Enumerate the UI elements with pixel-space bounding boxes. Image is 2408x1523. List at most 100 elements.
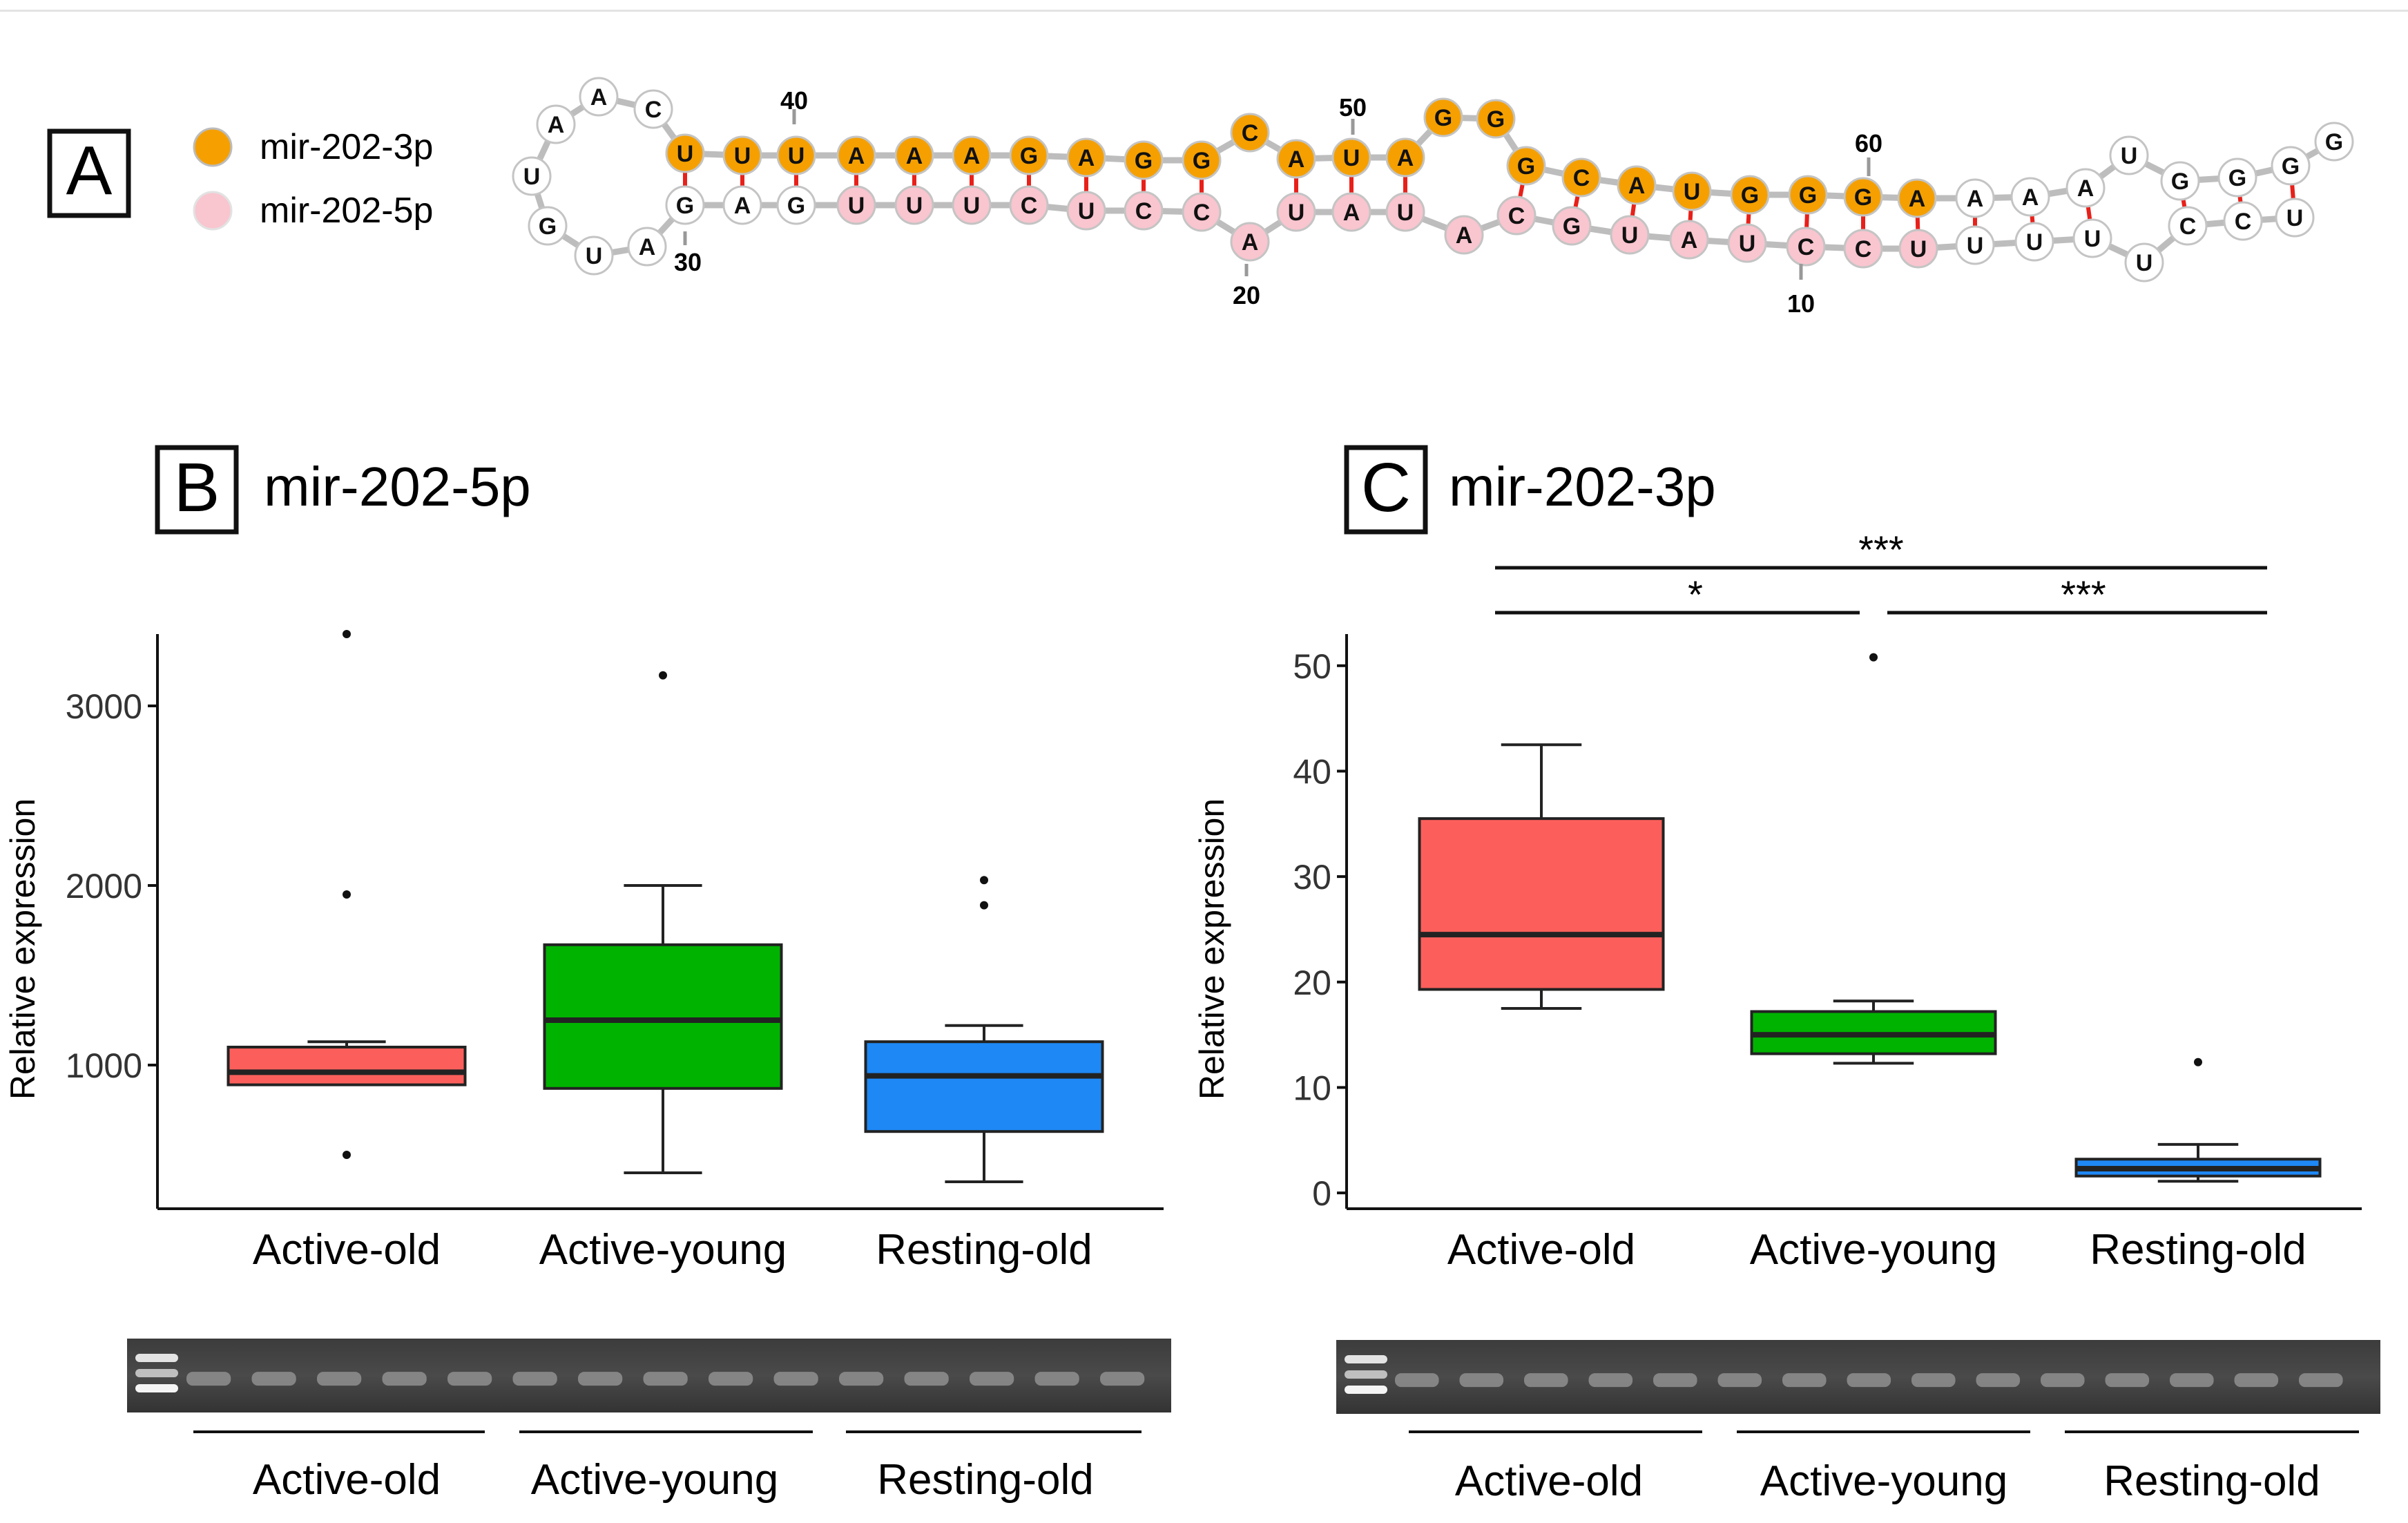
- gel-band-5: [512, 1372, 557, 1386]
- svg-text:C: C: [1573, 165, 1590, 191]
- nucleotide-top-1: U: [722, 135, 762, 175]
- nucleotide-top-29: G: [2217, 157, 2257, 198]
- svg-text:U: U: [2026, 229, 2043, 256]
- nucleotide-top-2: U: [776, 135, 816, 175]
- nucleotide-bottom-0: G: [665, 185, 705, 225]
- nucleotide-bottom-7: U: [1066, 191, 1106, 231]
- nucleotide-bottom-2: G: [776, 185, 816, 225]
- nucleotide-top-0: U: [665, 133, 705, 173]
- position-number-20: 20: [1233, 281, 1260, 309]
- ladder-band-2: [1345, 1386, 1387, 1394]
- outlier-0-0: [343, 630, 351, 638]
- nucleotide-bottom-6: C: [1009, 185, 1049, 225]
- nucleotide-bottom-28: C: [2223, 201, 2263, 241]
- gel-band-6: [1782, 1373, 1827, 1388]
- svg-text:A: A: [2077, 175, 2094, 202]
- outlier-2-0: [2194, 1057, 2202, 1066]
- nucleotide-top-26: A: [2065, 168, 2106, 208]
- nucleotide-bottom-10: A: [1230, 222, 1270, 262]
- nucleotide-loop-0: C: [633, 89, 673, 129]
- svg-text:C: C: [1508, 203, 1525, 229]
- panel-c-letter: C: [1361, 449, 1411, 526]
- y-tick-label-1: 10: [1293, 1069, 1331, 1107]
- ladder-band-1: [1345, 1370, 1387, 1379]
- position-number-50: 50: [1339, 93, 1367, 122]
- gel-band-1: [1459, 1373, 1504, 1388]
- gel-image-3p: [1336, 1340, 2380, 1414]
- nucleotide-top-14: G: [1423, 97, 1463, 137]
- nucleotide-top-12: U: [1331, 137, 1371, 178]
- svg-text:U: U: [2286, 205, 2304, 231]
- nucleotide-top-5: A: [952, 135, 992, 175]
- x-tick-label-2: Resting-old: [876, 1226, 1092, 1274]
- nucleotide-bottom-24: U: [2014, 222, 2054, 262]
- nucleotide-bottom-4: U: [894, 185, 934, 225]
- gel-groups-b: Active-old Active-young Resting-old: [193, 1430, 1142, 1504]
- outlier-2-1: [980, 901, 988, 910]
- nucleotide-bottom-14: A: [1444, 215, 1484, 255]
- gel-band-13: [1034, 1372, 1079, 1386]
- svg-text:C: C: [1855, 236, 1872, 262]
- nucleotide-bottom-18: A: [1669, 220, 1709, 260]
- nucleotide-bottom-1: A: [722, 185, 762, 225]
- top-border: [0, 10, 2408, 12]
- x-tick-label-1: Active-young: [539, 1226, 787, 1274]
- y-tick-label-5: 50: [1293, 647, 1331, 686]
- outlier-0-2: [343, 1151, 351, 1159]
- position-number-40: 40: [780, 86, 808, 115]
- gel-band-12: [970, 1372, 1014, 1386]
- ladder-band-0: [135, 1354, 178, 1362]
- svg-text:U: U: [677, 141, 694, 167]
- gel-band-14: [1100, 1372, 1145, 1386]
- panel-a: A mir-202-3p mir-202-5p U U U A A A G A G GCA U AG G…: [47, 77, 2354, 318]
- nucleotide-top-30: G: [2271, 146, 2311, 186]
- svg-text:G: G: [2228, 165, 2246, 191]
- svg-text:A: A: [1456, 222, 1473, 249]
- panel-a-letter-box: [47, 128, 131, 218]
- panel-c-title: mir-202-3p: [1449, 456, 1716, 517]
- y-tick-label-4: 40: [1293, 752, 1331, 791]
- significance-old-vs-young: *: [1688, 573, 1703, 616]
- ladder-band-1: [135, 1369, 178, 1377]
- svg-text:U: U: [1910, 236, 1927, 262]
- svg-text:A: A: [1288, 146, 1305, 173]
- svg-text:A: A: [1909, 186, 1926, 212]
- nucleotide-bottom-21: C: [1843, 229, 1883, 269]
- gel-band-6: [578, 1372, 623, 1386]
- panel-c-letter-box: [1344, 445, 1428, 535]
- svg-text:A: A: [1967, 186, 1984, 212]
- x-tick-label-1: Active-young: [1750, 1226, 1997, 1274]
- nucleotide-bottom-5: U: [952, 185, 992, 225]
- svg-text:U: U: [848, 193, 865, 219]
- nucleotide-loop-6: A: [627, 227, 667, 267]
- gel-band-11: [2105, 1373, 2150, 1388]
- svg-text:A: A: [1242, 229, 1259, 256]
- svg-text:A: A: [734, 193, 751, 219]
- ladder-band-0: [1345, 1355, 1387, 1363]
- gel-band-13: [2234, 1373, 2279, 1388]
- svg-text:C: C: [1021, 193, 1038, 219]
- gel-band-10: [2041, 1373, 2085, 1388]
- svg-text:A: A: [848, 143, 865, 169]
- y-tick-label-0: 0: [1312, 1174, 1331, 1213]
- significance-annotations: *** * ***: [1495, 528, 2267, 616]
- panel-a-letter: A: [66, 132, 113, 209]
- svg-text:U: U: [2121, 143, 2138, 169]
- panel-b-title: mir-202-5p: [264, 456, 531, 517]
- panel-b-letter-box: [155, 445, 239, 535]
- nucleotide-top-28: G: [2160, 161, 2200, 201]
- nucleotide-top-27: U: [2109, 135, 2149, 175]
- nucleotide-top-13: A: [1385, 137, 1425, 178]
- legend-3p-swatch: [193, 127, 233, 167]
- gel-groups-c: Active-old Active-young Resting-old: [1409, 1430, 2359, 1505]
- outlier-1-0: [659, 671, 667, 680]
- svg-text:G: G: [2171, 169, 2189, 195]
- significance-young-vs-resting: ***: [2061, 573, 2106, 616]
- nucleotide-bottom-17: U: [1610, 215, 1650, 255]
- nucleotide-top-18: A: [1617, 165, 1657, 205]
- x-tick-label-2: Resting-old: [2090, 1226, 2306, 1274]
- gel-band-7: [1847, 1373, 1891, 1388]
- gel-band-1: [251, 1372, 296, 1386]
- outlier-0-1: [343, 890, 351, 899]
